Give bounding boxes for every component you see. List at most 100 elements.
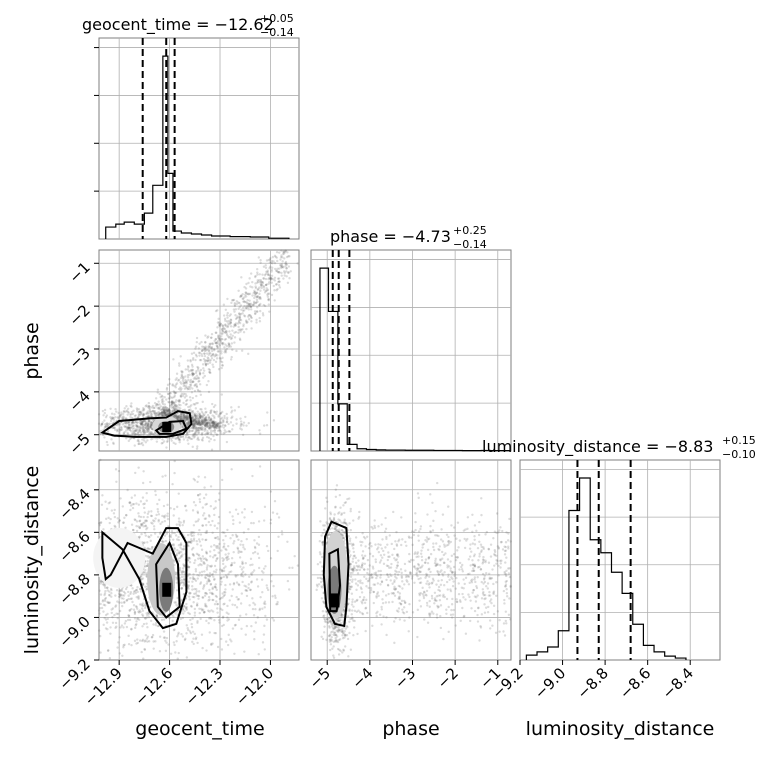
s10-sample [129,423,132,427]
s10-sample [253,289,256,293]
s10-sample [208,426,212,429]
s20-sample [236,512,240,516]
s10-sample [225,416,229,419]
s10-sample [226,316,229,319]
s20-sample [142,470,145,473]
s10-sample [190,369,193,373]
s20-sample [200,574,203,577]
s10-sample [229,320,232,324]
s10-sample [201,418,204,422]
s20-sample [228,511,232,514]
s10-sample [173,407,177,410]
s20-sample [153,532,157,535]
s10-sample [177,362,181,365]
s20-sample [213,585,217,588]
s10-sample [218,421,221,425]
s10-sample [204,363,208,367]
s20-sample [190,604,193,608]
s10-sample [172,390,175,393]
s10-sample [212,422,215,425]
s10-sample [217,414,220,417]
s20-sample [190,534,194,538]
s10-sample [186,423,190,427]
s10-sample [200,354,204,358]
s10-sample [146,410,150,413]
s20-sample [130,523,134,526]
s10-sample [212,420,215,423]
s10-sample [157,413,161,416]
s10-sample [222,326,225,329]
s10-sample [146,427,150,430]
s10-sample [192,420,195,423]
s10-sample [237,328,240,332]
title-geocent-time: geocent_time = −12.62 [82,15,274,35]
s10-sample [217,422,220,425]
s10-sample [191,433,195,436]
s10-sample [150,423,153,426]
s10-sample [244,287,248,290]
s10-sample [155,411,159,415]
s20-sample [195,540,198,543]
s10-sample [254,274,257,278]
s20-sample [123,516,126,520]
s10-sample [223,317,227,321]
s20-sample [192,577,195,581]
s10-sample [162,410,165,414]
s10-sample [256,280,260,284]
s20-sample [204,604,207,608]
s10-sample [256,300,259,304]
s20-sample [131,587,134,590]
s10-sample [218,323,221,326]
s20-sample [173,459,176,463]
s10-sample [275,256,278,259]
s10-sample [163,412,167,415]
s20-sample [141,481,145,485]
s20-sample [213,548,216,552]
s10-sample [245,321,248,325]
s10-sample [243,315,247,318]
s10-sample [267,303,271,306]
s10-sample [202,420,205,424]
s20-sample [195,552,199,556]
s10-sample [105,425,108,429]
s10-sample [203,427,207,431]
s10-sample [242,297,245,300]
s20-sample [144,617,147,620]
s10-sample [252,303,256,306]
s20-sample [123,622,127,625]
s10-sample [193,422,196,425]
s20-sample [192,601,195,604]
s10-sample [147,421,150,424]
s10-sample [204,346,207,350]
s10-sample [225,332,228,335]
s10-sample [106,425,110,428]
s10-sample [275,269,278,273]
s20-sample [122,521,125,525]
s10-sample [161,395,164,398]
s20-sample [142,502,145,506]
s20-sample [262,633,266,636]
s20-sample [116,646,119,649]
s10-sample [268,261,272,264]
s20-sample [126,488,129,492]
s10-sample [196,445,199,448]
s20-sample [156,624,159,628]
s10-sample [174,413,177,417]
s20-sample [221,559,225,563]
s10-sample [218,429,222,432]
s10-sample [114,415,117,419]
s10-sample [257,256,260,259]
s10-sample [191,416,195,419]
s10-sample [179,415,182,418]
s20-sample [219,583,223,586]
s20-sample [109,517,112,521]
s20-sample [221,616,225,619]
s20-sample [213,603,217,606]
s20-sample [130,607,133,611]
s20-sample [146,515,149,519]
s20-sample [162,630,166,633]
s10-sample [234,324,237,327]
s20-sample [222,567,226,570]
s20-sample [182,545,186,548]
s20-sample [180,575,184,579]
